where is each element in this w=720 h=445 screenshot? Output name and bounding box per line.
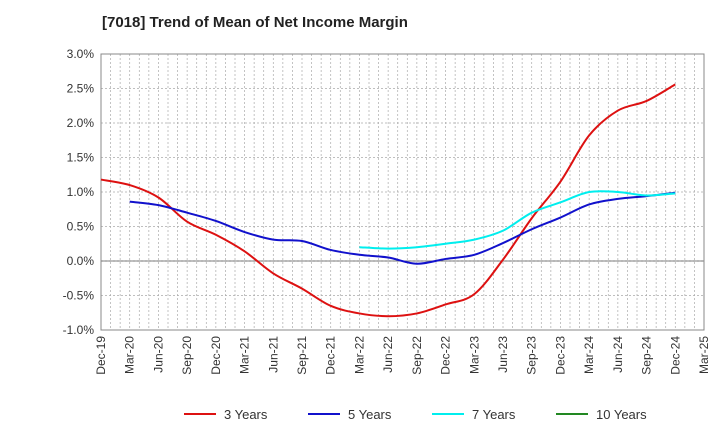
legend-label: 3 Years — [224, 407, 268, 422]
x-tick-label: Sep-21 — [295, 336, 309, 375]
y-tick-label: 1.0% — [67, 185, 95, 199]
x-tick-label: Dec-22 — [439, 336, 453, 375]
x-tick-label: Dec-21 — [324, 336, 338, 375]
legend-label: 5 Years — [348, 407, 392, 422]
y-tick-label: 2.5% — [67, 82, 95, 96]
x-tick-label: Mar-23 — [467, 336, 481, 374]
x-tick-label: Mar-24 — [582, 336, 596, 374]
x-tick-label: Sep-24 — [640, 336, 654, 375]
x-tick-label: Mar-25 — [697, 336, 711, 374]
x-tick-label: Jun-20 — [151, 336, 165, 373]
x-tick-label: Mar-21 — [238, 336, 252, 374]
x-tick-label: Jun-21 — [266, 336, 280, 373]
y-tick-label: 0.0% — [67, 254, 95, 268]
series-line-3-years — [100, 83, 676, 318]
x-tick-label: Mar-20 — [123, 336, 137, 374]
legend-item-10-years: 10 Years — [556, 407, 647, 422]
y-tick-label: -0.5% — [63, 289, 95, 303]
x-tick-label: Jun-22 — [381, 336, 395, 373]
y-tick-label: 2.0% — [67, 116, 95, 130]
legend-item-7-years: 7 Years — [432, 407, 516, 422]
y-tick-label: 1.5% — [67, 151, 95, 165]
x-tick-label: Dec-23 — [553, 336, 567, 375]
x-tick-label: Dec-20 — [209, 336, 223, 375]
x-tick-label: Dec-24 — [668, 336, 682, 375]
series-line-5-years — [129, 191, 676, 265]
legend-label: 10 Years — [596, 407, 647, 422]
x-tick-label: Dec-19 — [94, 336, 108, 375]
x-tick-label: Mar-22 — [352, 336, 366, 374]
y-tick-label: 3.0% — [67, 47, 95, 61]
y-tick-label: 0.5% — [67, 220, 95, 234]
x-tick-label: Sep-23 — [525, 336, 539, 375]
y-tick-label: -1.0% — [63, 323, 95, 337]
legend-item-3-years: 3 Years — [184, 407, 268, 422]
x-tick-label: Jun-23 — [496, 336, 510, 373]
plot-frame — [100, 53, 705, 331]
x-tick-label: Sep-20 — [180, 336, 194, 375]
series-line-7-years — [359, 190, 676, 250]
chart-title: [7018] Trend of Mean of Net Income Margi… — [102, 14, 408, 31]
legend-label: 7 Years — [472, 407, 516, 422]
x-tick-label: Jun-24 — [611, 336, 625, 373]
legend-item-5-years: 5 Years — [308, 407, 392, 422]
x-tick-label: Sep-22 — [410, 336, 424, 375]
